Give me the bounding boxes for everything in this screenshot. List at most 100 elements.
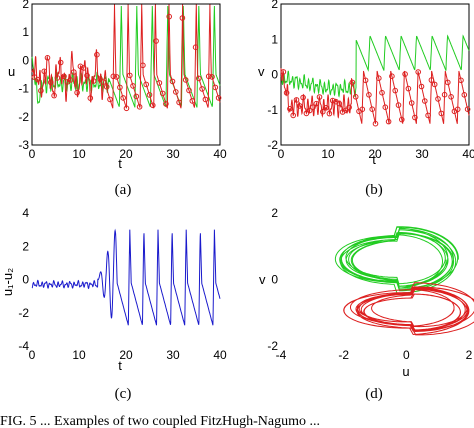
panel-a-red-marker: [212, 84, 219, 91]
panel-c-ylabel: u₁-u₂: [0, 268, 15, 296]
panel-a-red-marker: [61, 73, 67, 80]
panel-b-ytick: -2: [267, 138, 278, 152]
panel-a-red-marker: [97, 76, 103, 82]
panel-d-red-series: [343, 282, 474, 336]
panel-a-red-marker: [41, 68, 48, 75]
panel-a-red-marker: [71, 69, 77, 75]
panel-b-xtick: 30: [415, 147, 429, 161]
panel-b-green-series: [280, 34, 470, 98]
panel-a-ytick: 1: [22, 25, 29, 39]
panel-a-red-marker: [153, 38, 159, 44]
panel-a-red-marker: [94, 51, 100, 58]
panel-b-red-marker: [448, 94, 454, 100]
panel-b-ytick: -1: [267, 103, 278, 117]
panel-a-red-marker: [196, 75, 202, 82]
panel-d-ylabel: v: [259, 272, 266, 287]
panel-b-red-marker: [369, 106, 376, 112]
panel-d-xlabel: u: [402, 364, 409, 379]
panel-b-red-marker: [293, 97, 300, 103]
panel-a-red-marker: [74, 89, 80, 96]
panel-b-red-marker: [379, 89, 385, 96]
panel-d-ytick: -2: [267, 339, 278, 353]
panel-b-red-marker: [329, 97, 336, 104]
panel-c-ytick: -2: [18, 306, 29, 320]
panel-c-xtick: 20: [119, 348, 133, 362]
panel-b-red-marker: [435, 96, 441, 102]
panel-a-ytick: -1: [18, 82, 29, 96]
panel-a-red-marker: [163, 101, 169, 107]
panel-b-red-marker: [349, 79, 356, 86]
panel-b-red-marker: [415, 69, 422, 75]
panel-d-caption: (d): [365, 386, 383, 402]
panel-b-red-marker: [366, 92, 372, 98]
panel-b-red-marker: [313, 100, 320, 107]
panel-b-red-marker: [392, 87, 399, 94]
panel-c-xtick: 30: [166, 348, 180, 362]
panel-d: -4 -2 0 220-2 v u (d): [259, 206, 474, 402]
panel-b-red-marker: [408, 100, 415, 106]
panel-b-red-marker: [346, 104, 352, 111]
panel-b-red-marker: [290, 112, 297, 119]
panel-b-red-marker: [359, 106, 366, 113]
panel-c-ytick: 0: [22, 273, 29, 287]
panel-a-red-marker: [143, 81, 149, 88]
panel-b-red-marker: [310, 104, 316, 110]
panel-b-xtick: 0: [278, 147, 285, 161]
panel-b-red-marker: [454, 106, 461, 113]
panel-b-red-marker: [438, 110, 445, 117]
panel-b-red-marker: [431, 81, 438, 88]
panel-a-ytick: -3: [18, 138, 29, 152]
panel-b-red-marker: [382, 104, 389, 110]
panel-a-red-marker: [117, 84, 123, 91]
panel-b-red-marker: [412, 114, 418, 121]
panel-c-blue-series: [31, 228, 221, 326]
panel-b-ytick: 1: [271, 32, 278, 46]
panel-a-red-marker: [84, 72, 90, 79]
panel-b-red-marker: [395, 102, 402, 108]
panel-a-red-marker: [110, 73, 117, 80]
panel-a-xtick: 20: [119, 147, 133, 161]
panel-b-ytick: 2: [271, 0, 278, 11]
panel-a-red-marker: [209, 74, 215, 80]
panel-c-caption: (c): [115, 386, 132, 402]
panel-c-xtick: 40: [213, 348, 227, 362]
panel-a-axes: [31, 3, 221, 146]
panel-b-red-marker: [320, 108, 326, 115]
panel-a-red-marker: [205, 73, 212, 80]
panel-a-red-series: [31, 4, 221, 109]
panel-a-red-marker: [103, 84, 110, 90]
panel-a-red-marker: [159, 90, 166, 97]
panel-a-red-marker: [136, 104, 143, 110]
panel-d-ytick: 2: [271, 206, 278, 220]
panel-b-red-marker: [402, 71, 408, 77]
panel-a-red-marker: [169, 78, 176, 85]
panel-b-caption: (b): [365, 182, 383, 198]
panel-b-red-marker: [464, 106, 471, 112]
panel-a-red-marker: [51, 92, 57, 99]
panel-b-red-marker: [362, 77, 369, 84]
panel-a-xtick: 10: [72, 147, 86, 161]
panel-b-red-marker: [372, 120, 379, 127]
panel-a-red-marker: [54, 75, 61, 81]
panel-a-red-marker: [202, 96, 209, 103]
panel-a-red-marker: [80, 65, 87, 71]
panel-d-xtick: -2: [338, 348, 349, 362]
panel-d-xtick: -4: [276, 348, 287, 362]
panel-c-ytick: 4: [22, 206, 29, 220]
panel-b-red-marker: [461, 92, 468, 98]
panel-a-red-marker: [176, 99, 182, 106]
panel-b-red-marker: [343, 107, 349, 114]
panel-b-red-marker: [399, 116, 405, 123]
panel-a-ytick: -2: [18, 110, 29, 124]
panel-a-red-marker: [186, 87, 192, 94]
panel-b-red-marker: [303, 110, 310, 117]
panel-d-green-series: [334, 226, 459, 294]
panel-a-caption: (a): [115, 182, 132, 198]
panel-a-ylabel: u: [8, 64, 15, 79]
panel-a-red-marker: [113, 74, 120, 80]
panel-a-red-marker: [90, 78, 97, 84]
panel-b-red-marker: [283, 90, 290, 96]
